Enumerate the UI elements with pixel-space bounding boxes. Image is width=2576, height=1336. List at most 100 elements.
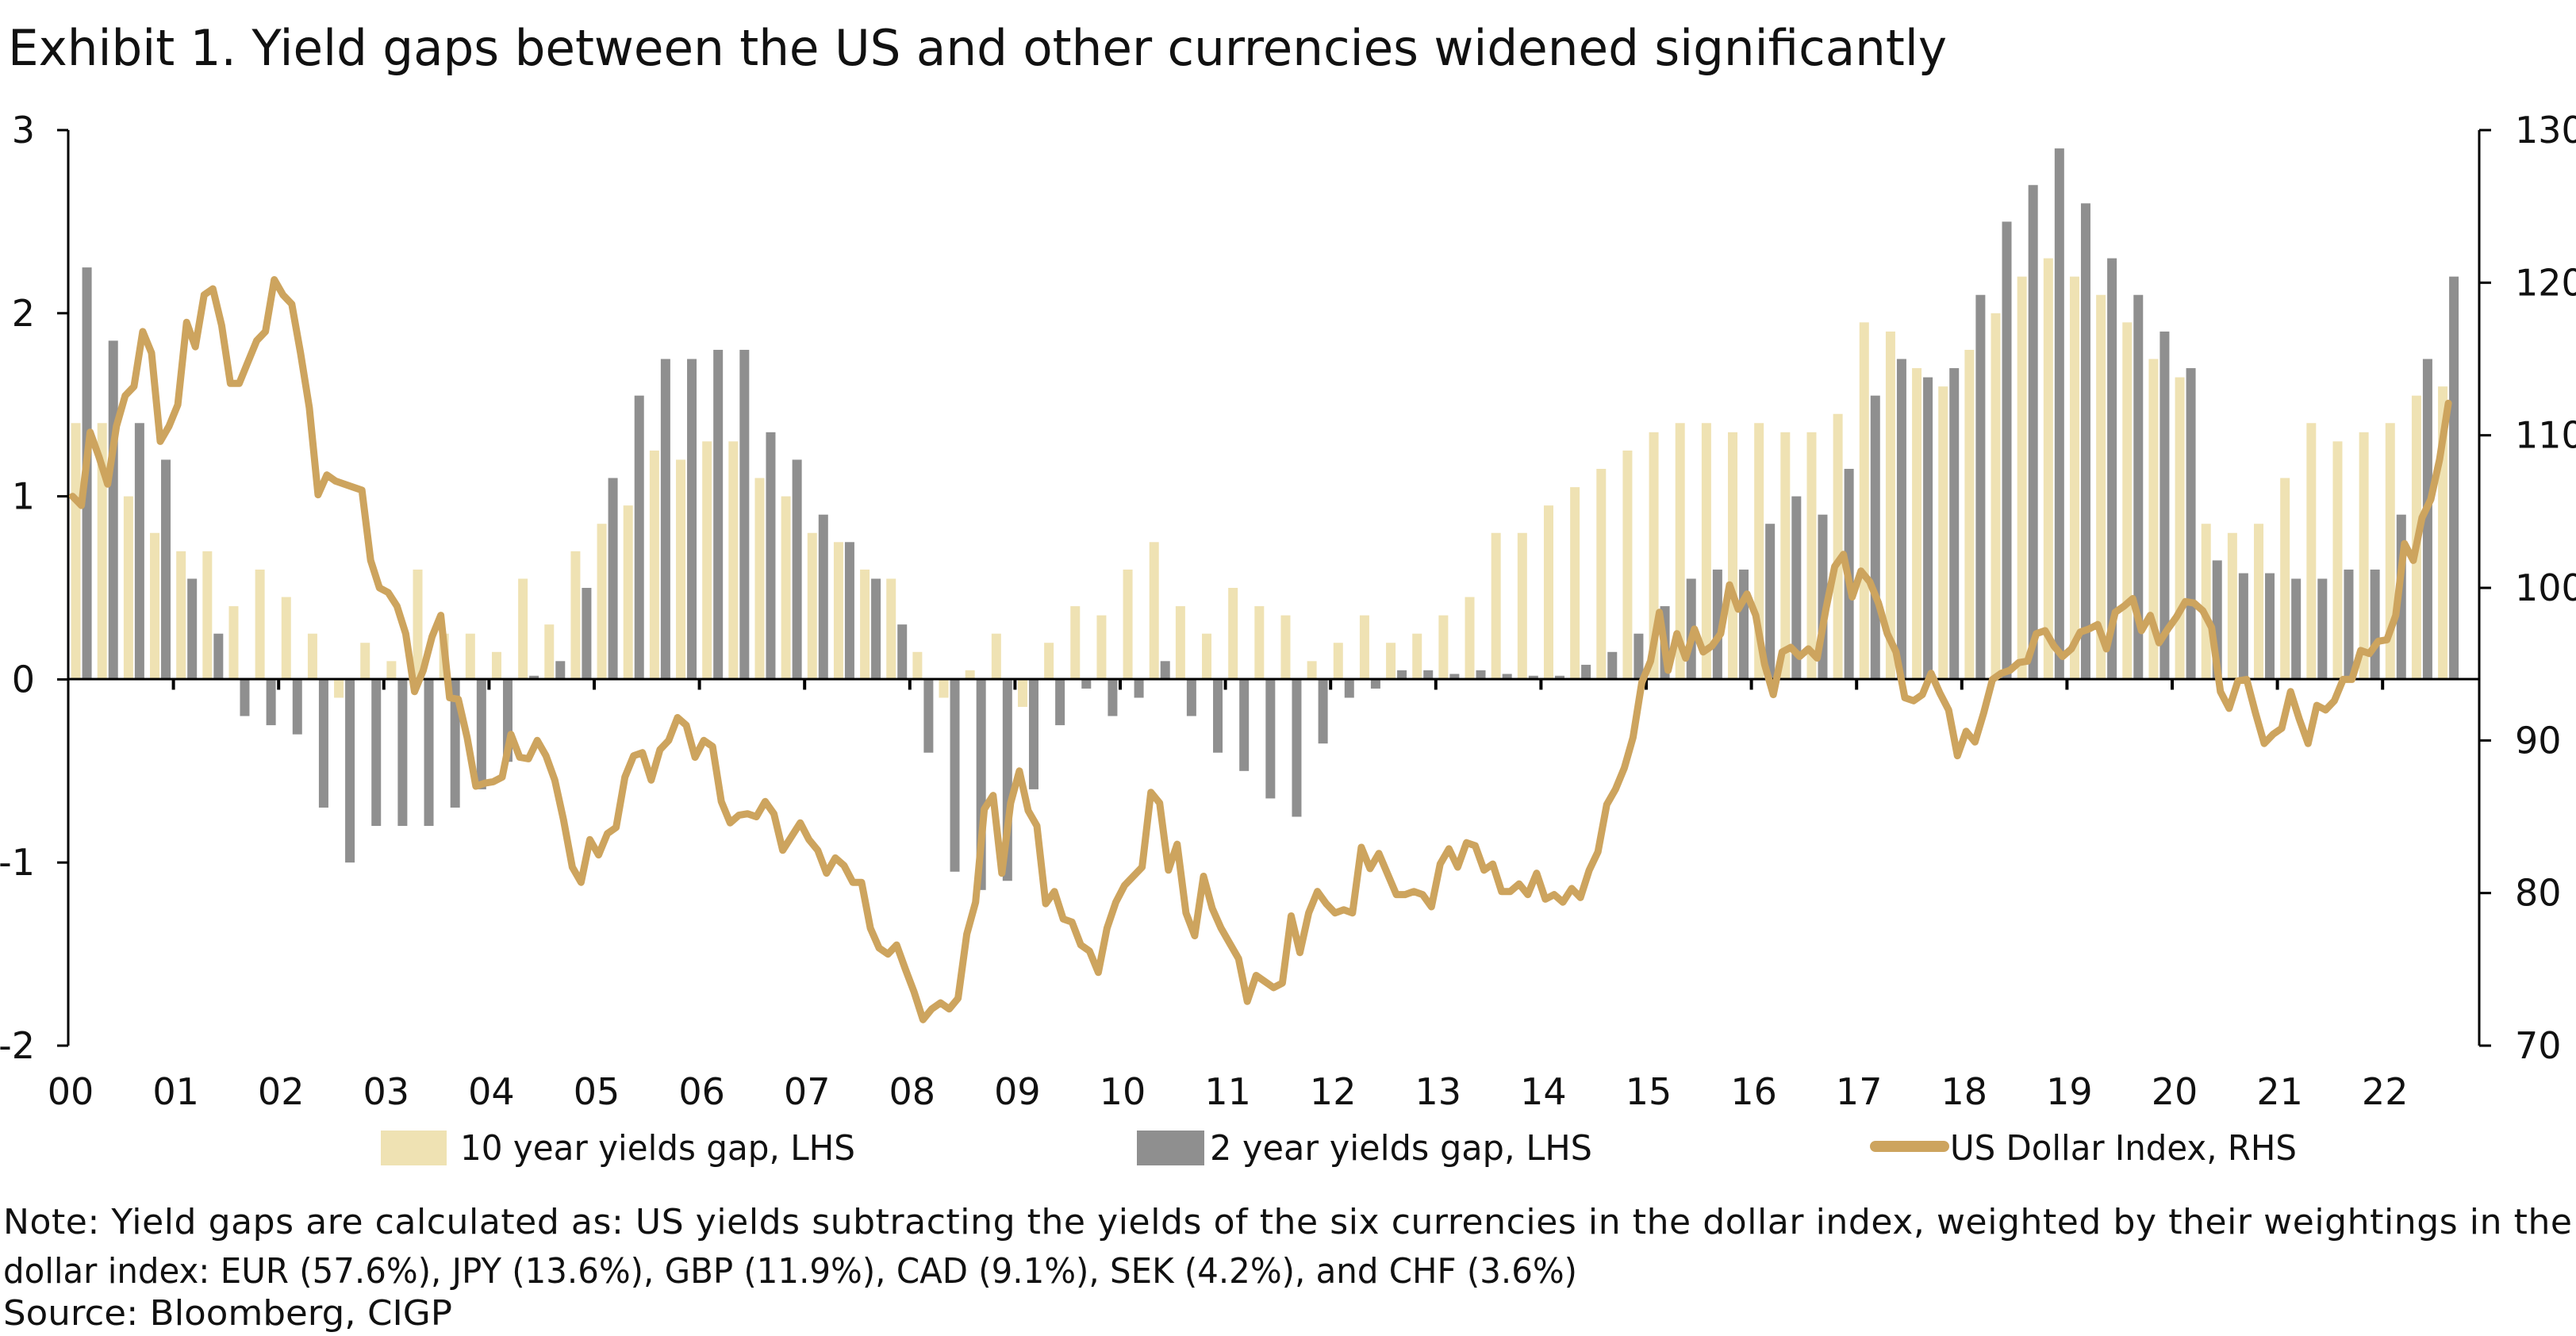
bar-2y: [1528, 675, 1538, 680]
x-axis-label: 09: [994, 1070, 1041, 1113]
bar-10y: [413, 569, 423, 680]
bar-2y: [292, 679, 302, 735]
bar-2y: [582, 588, 592, 680]
x-axis-label: 19: [2046, 1070, 2093, 1113]
bar-10y: [281, 597, 291, 680]
bar-10y: [2359, 432, 2369, 680]
bar-10y: [1517, 532, 1527, 680]
bar-10y: [1149, 542, 1159, 680]
bar-2y: [1028, 679, 1038, 789]
bar-10y: [150, 532, 160, 680]
x-axis-label: 06: [678, 1070, 725, 1113]
bar-2y: [634, 395, 644, 680]
left-axis-label: 3: [12, 109, 35, 152]
bar-10y: [781, 496, 791, 680]
bar-2y: [371, 679, 382, 827]
left-axis-label: 2: [12, 292, 35, 335]
bar-2y: [739, 349, 750, 680]
bar-2y: [1239, 679, 1250, 771]
x-axis-label: 12: [1310, 1070, 1357, 1113]
bar-2y: [1581, 664, 1591, 680]
bar-10y: [1307, 661, 1317, 680]
bar-10y: [2175, 377, 2185, 680]
x-axis-label: 15: [1626, 1070, 1672, 1113]
bar-10y: [1912, 368, 1922, 680]
bar-2y: [108, 340, 118, 680]
bar-10y: [1254, 606, 1265, 680]
bar-10y: [1359, 615, 1369, 680]
bar-10y: [2122, 322, 2133, 680]
bar-2y: [1765, 524, 1776, 680]
bar-10y: [97, 423, 107, 680]
bar-2y: [1476, 670, 1486, 680]
bar-10y: [202, 551, 213, 680]
x-axis-label: 00: [48, 1070, 94, 1113]
bar-2y: [1186, 679, 1196, 716]
legend-label-dxy: US Dollar Index, RHS: [1950, 1128, 2297, 1169]
bar-10y: [965, 670, 975, 680]
bar-10y: [360, 643, 370, 680]
bar-2y: [2028, 185, 2038, 680]
bar-2y: [2238, 573, 2248, 680]
bar-2y: [476, 679, 486, 789]
bar-2y: [1160, 661, 1170, 680]
bar-2y: [1634, 633, 1644, 680]
legend-item-dxy: US Dollar Index, RHS: [1870, 1128, 2297, 1169]
bar-2y: [1949, 368, 1960, 680]
bar-10y: [334, 679, 344, 698]
bar-2y: [1975, 294, 1986, 680]
bar-2y: [2186, 368, 2196, 680]
bar-10y: [123, 496, 133, 680]
bar-2y: [2107, 258, 2117, 680]
x-axis-label: 17: [1836, 1070, 1883, 1113]
bar-10y: [1622, 450, 1633, 680]
bar-10y: [2201, 524, 2211, 680]
bar-2y: [1265, 679, 1276, 799]
bar-10y: [2148, 359, 2159, 680]
bar-10y: [939, 679, 949, 698]
bar-2y: [213, 633, 224, 680]
bar-10y: [754, 478, 765, 680]
bar-10y: [2017, 276, 2027, 680]
bar-2y: [161, 459, 171, 680]
bar-10y: [886, 578, 896, 680]
bar-10y: [255, 569, 265, 680]
right-axis-label: 100: [2515, 566, 2576, 609]
bar-10y: [1675, 423, 1685, 680]
x-axis-label: 21: [2256, 1070, 2303, 1113]
bar-10y: [1543, 505, 1553, 680]
bar-10y: [1175, 606, 1185, 680]
x-axis-label: 22: [2362, 1070, 2409, 1113]
bar-10y: [1701, 423, 1711, 680]
bar-10y: [1833, 413, 1843, 680]
bar-2y: [1134, 679, 1144, 698]
bar-10y: [1044, 643, 1054, 680]
bar-10y: [1070, 606, 1081, 680]
bar-2y: [1502, 674, 1512, 680]
x-axis-label: 05: [574, 1070, 620, 1113]
bar-10y: [307, 633, 317, 680]
right-axis-label: 90: [2515, 719, 2562, 762]
bar-10y: [2254, 524, 2264, 680]
legend: 10 year yields gap, LHS 2 year yields ga…: [381, 1128, 2297, 1169]
right-axis-label: 110: [2515, 414, 2576, 457]
bar-2y: [923, 679, 934, 753]
right-axis-label: 130: [2515, 109, 2576, 152]
bar-10y: [597, 524, 607, 680]
bar-2y: [1554, 675, 1564, 680]
bar-10y: [1438, 615, 1449, 680]
bar-2y: [792, 459, 802, 680]
bar-10y: [2069, 276, 2079, 680]
bar-2y: [2002, 221, 2012, 680]
bar-10y: [702, 441, 712, 680]
bar-10y: [1885, 331, 1895, 680]
bar-2y: [608, 478, 618, 680]
bar-2y: [1712, 569, 1722, 680]
axes-layer: [67, 130, 2481, 1046]
bar-10y: [1228, 588, 1238, 680]
bar-10y: [386, 661, 397, 680]
x-axis-label: 03: [363, 1070, 410, 1113]
bar-2y: [397, 679, 408, 827]
bar-10y: [1780, 432, 1791, 680]
bar-10y: [2280, 478, 2290, 680]
